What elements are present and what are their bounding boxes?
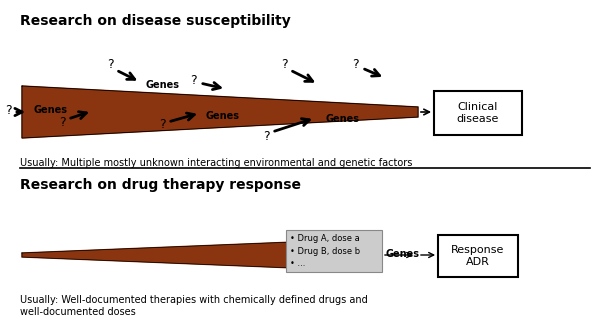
Text: • Drug A, dose a
• Drug B, dose b
• ...: • Drug A, dose a • Drug B, dose b • ... <box>290 234 360 268</box>
Polygon shape <box>22 86 418 138</box>
Bar <box>286 230 382 272</box>
Bar <box>434 91 522 135</box>
Polygon shape <box>22 239 368 271</box>
Text: ?: ? <box>190 73 196 87</box>
Text: ?: ? <box>5 104 12 117</box>
Text: Genes: Genes <box>205 111 239 121</box>
Text: ?: ? <box>59 116 65 128</box>
Text: Research on drug therapy response: Research on drug therapy response <box>20 178 301 192</box>
Text: Genes: Genes <box>145 80 179 90</box>
Text: ?: ? <box>263 129 269 142</box>
Text: ?: ? <box>106 58 113 71</box>
Text: ?: ? <box>351 57 358 70</box>
Text: Response
ADR: Response ADR <box>451 245 505 267</box>
Text: ?: ? <box>281 57 288 70</box>
Text: Clinical
disease: Clinical disease <box>457 102 499 124</box>
Bar <box>438 235 518 277</box>
Text: Genes: Genes <box>385 249 419 259</box>
Text: Usually: Multiple mostly unknown interacting environmental and genetic factors: Usually: Multiple mostly unknown interac… <box>20 158 412 168</box>
Text: Usually: Well-documented therapies with chemically defined drugs and
well-docume: Usually: Well-documented therapies with … <box>20 295 368 317</box>
Text: ?: ? <box>159 119 165 131</box>
Text: Genes: Genes <box>33 105 67 115</box>
Text: Research on disease susceptibility: Research on disease susceptibility <box>20 14 291 28</box>
Text: Genes: Genes <box>325 114 359 124</box>
